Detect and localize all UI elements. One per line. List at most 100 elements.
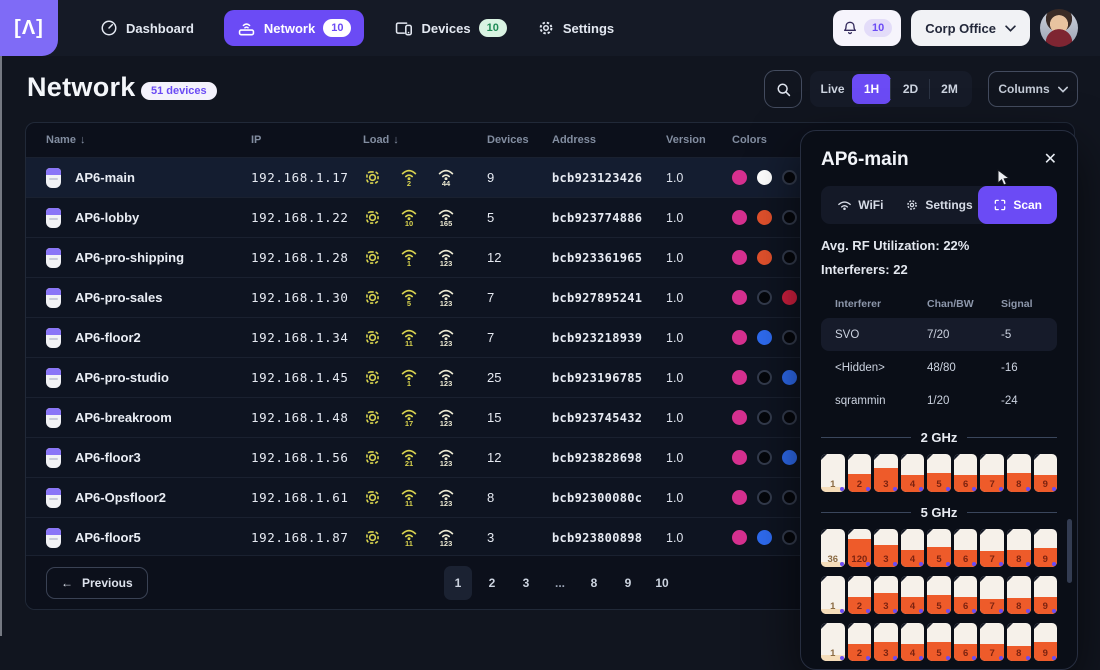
color-dot-pink[interactable] (732, 370, 747, 385)
color-dot-white[interactable] (757, 170, 772, 185)
channel-card-36[interactable]: 36 (821, 529, 845, 567)
channel-card-3[interactable]: 3 (874, 623, 898, 661)
panel-tab-settings[interactable]: Settings (900, 186, 979, 224)
channel-card-7[interactable]: 7 (980, 623, 1004, 661)
color-dot-black[interactable] (757, 450, 772, 465)
channel-card-9[interactable]: 9 (1033, 576, 1058, 614)
color-dot-orange[interactable] (757, 250, 772, 265)
nav-item-settings[interactable]: Settings (537, 19, 614, 37)
time-range-live[interactable]: Live (820, 82, 845, 96)
channel-card-9[interactable]: 9 (1033, 454, 1058, 492)
color-dot-pink[interactable] (732, 410, 747, 425)
time-range-2m[interactable]: 2M (929, 74, 969, 104)
channel-card-8[interactable]: 8 (1006, 576, 1031, 614)
previous-page-button[interactable]: ← Previous (46, 567, 148, 599)
org-selector[interactable]: Corp Office (911, 10, 1030, 46)
channel-card-8[interactable]: 8 (1006, 623, 1031, 661)
channel-card-3[interactable]: 3 (874, 576, 898, 614)
interferer-row[interactable]: <Hidden> 48/80 -16 (821, 351, 1057, 384)
color-dot-black[interactable] (757, 410, 772, 425)
channel-card-4[interactable]: 4 (900, 576, 925, 614)
panel-scrollbar[interactable] (1067, 519, 1072, 583)
column-header-version[interactable]: Version (666, 134, 706, 146)
column-header-ip[interactable]: IP (251, 134, 262, 146)
panel-tab-scan[interactable]: Scan (978, 186, 1058, 224)
channel-card-8[interactable]: 8 (1006, 529, 1031, 567)
color-dot-pink[interactable] (732, 290, 747, 305)
channel-card-6[interactable]: 6 (953, 623, 978, 661)
channel-card-3[interactable]: 3 (874, 529, 898, 567)
column-header-load[interactable]: Load ↓ (363, 134, 399, 146)
panel-tab-wifi[interactable]: WiFi (821, 186, 900, 224)
nav-item-dashboard[interactable]: Dashboard (100, 19, 194, 37)
column-header-devices[interactable]: Devices (487, 134, 529, 146)
color-dot-black[interactable] (782, 170, 797, 185)
color-dot-pink[interactable] (732, 530, 747, 545)
channel-card-9[interactable]: 9 (1033, 623, 1058, 661)
color-dot-pink[interactable] (732, 450, 747, 465)
channel-card-3[interactable]: 3 (874, 454, 898, 492)
channel-card-7[interactable]: 7 (980, 576, 1004, 614)
channel-card-7[interactable]: 7 (980, 454, 1004, 492)
page-button-9[interactable]: 9 (624, 576, 632, 590)
user-avatar[interactable] (1040, 9, 1078, 47)
color-dot-pink[interactable] (732, 250, 747, 265)
interferer-row[interactable]: SVO 7/20 -5 (821, 318, 1057, 351)
color-dot-black[interactable] (782, 330, 797, 345)
channel-card-6[interactable]: 6 (953, 576, 978, 614)
channel-card-5[interactable]: 5 (927, 623, 951, 661)
channel-card-6[interactable]: 6 (953, 454, 978, 492)
channel-card-5[interactable]: 5 (927, 576, 951, 614)
channel-card-6[interactable]: 6 (953, 529, 978, 567)
page-button-1[interactable]: 1 (444, 566, 472, 600)
page-button-10[interactable]: 10 (655, 576, 669, 590)
columns-button[interactable]: Columns (988, 71, 1078, 107)
channel-card-4[interactable]: 4 (900, 454, 925, 492)
app-logo[interactable]: [Λ] (0, 0, 58, 56)
color-dot-pink[interactable] (732, 210, 747, 225)
color-dot-black[interactable] (757, 370, 772, 385)
channel-card-9[interactable]: 9 (1033, 529, 1058, 567)
color-dot-blue[interactable] (782, 450, 797, 465)
color-dot-black[interactable] (757, 290, 772, 305)
color-dot-black[interactable] (782, 210, 797, 225)
color-dot-black[interactable] (782, 490, 797, 505)
search-button[interactable] (764, 70, 802, 108)
color-dot-blue[interactable] (782, 370, 797, 385)
page-button-8[interactable]: 8 (590, 576, 598, 590)
column-header-address[interactable]: Address (552, 134, 597, 146)
time-range-1h[interactable]: 1H (852, 74, 891, 104)
time-range-2d[interactable]: 2D (890, 74, 930, 104)
channel-card-5[interactable]: 5 (927, 454, 951, 492)
channel-card-2[interactable]: 2 (847, 454, 872, 492)
channel-card-1[interactable]: 1 (821, 454, 845, 492)
channel-card-1[interactable]: 1 (821, 623, 845, 661)
color-dot-black[interactable] (782, 530, 797, 545)
channel-card-8[interactable]: 8 (1006, 454, 1031, 492)
color-dot-red[interactable] (782, 290, 797, 305)
color-dot-pink[interactable] (732, 170, 747, 185)
color-dot-orange[interactable] (757, 210, 772, 225)
color-dot-black[interactable] (782, 250, 797, 265)
notifications-button[interactable]: 10 (832, 10, 902, 46)
color-dot-blue[interactable] (757, 530, 772, 545)
channel-card-120[interactable]: 120 (847, 529, 872, 567)
column-header-colors[interactable]: Colors (732, 134, 767, 146)
color-dot-blue[interactable] (757, 330, 772, 345)
channel-card-2[interactable]: 2 (847, 623, 872, 661)
channel-card-2[interactable]: 2 (847, 576, 872, 614)
channel-card-1[interactable]: 1 (821, 576, 845, 614)
page-button-3[interactable]: 3 (522, 576, 530, 590)
color-dot-black[interactable] (782, 410, 797, 425)
nav-item-devices[interactable]: Devices 10 (394, 19, 507, 37)
channel-card-5[interactable]: 5 (927, 529, 951, 567)
page-button-2[interactable]: 2 (488, 576, 496, 590)
channel-card-7[interactable]: 7 (980, 529, 1004, 567)
channel-card-4[interactable]: 4 (900, 623, 925, 661)
color-dot-pink[interactable] (732, 490, 747, 505)
close-icon[interactable]: ✕ (1043, 151, 1057, 168)
column-header-name[interactable]: Name ↓ (46, 134, 86, 146)
channel-card-4[interactable]: 4 (900, 529, 925, 567)
nav-item-network[interactable]: Network 10 (223, 10, 365, 46)
color-dot-black[interactable] (757, 490, 772, 505)
